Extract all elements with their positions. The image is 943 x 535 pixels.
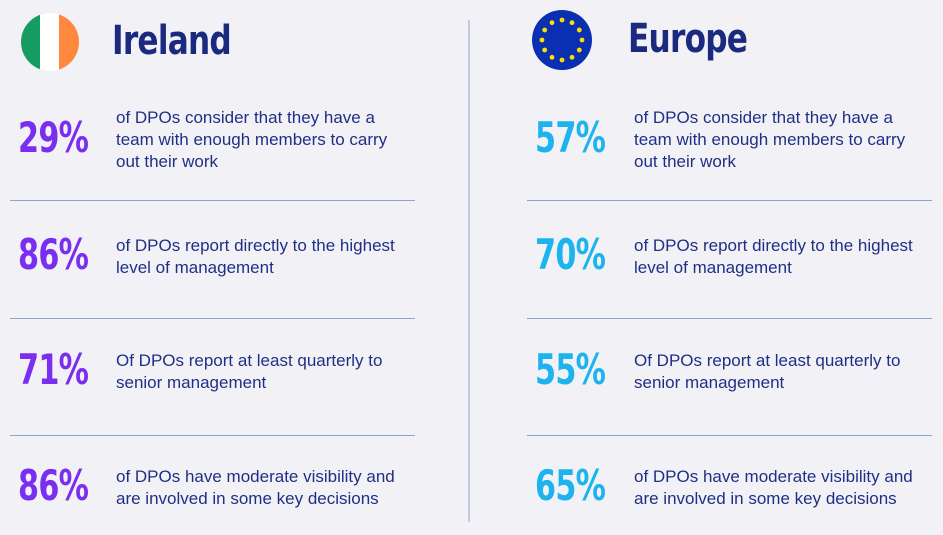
stat-text: Of DPOs report at least quarterly to sen… xyxy=(116,337,401,407)
ireland-flag xyxy=(21,13,79,71)
row-separator xyxy=(527,200,932,201)
stat-text-content: of DPOs report directly to the highest l… xyxy=(116,236,395,277)
stat-text-content: of DPOs consider that they have a team w… xyxy=(116,108,388,171)
stat-value: 29% xyxy=(18,113,89,162)
row-separator xyxy=(527,318,932,319)
stat-text-content: Of DPOs report at least quarterly to sen… xyxy=(634,351,901,392)
stat-value: 71% xyxy=(18,345,89,394)
stat-value: 86% xyxy=(18,230,89,279)
stat-text: Of DPOs report at least quarterly to sen… xyxy=(634,337,919,407)
eu-flag xyxy=(532,10,592,70)
stat-text: of DPOs have moderate visibility and are… xyxy=(634,453,919,523)
stat-text-content: Of DPOs report at least quarterly to sen… xyxy=(116,351,383,392)
row-separator xyxy=(10,318,415,319)
stat-text: of DPOs report directly to the highest l… xyxy=(634,222,919,292)
panel-title: Europe xyxy=(628,16,748,62)
stat-text-content: of DPOs report directly to the highest l… xyxy=(634,236,913,277)
stat-value: 55% xyxy=(535,345,606,394)
panel-title: Ireland xyxy=(112,18,232,64)
stat-value: 65% xyxy=(535,461,606,510)
stat-text: of DPOs have moderate visibility and are… xyxy=(116,453,401,523)
stat-value: 70% xyxy=(535,230,606,279)
stat-text: of DPOs consider that they have a team w… xyxy=(116,105,401,175)
stat-text: of DPOs report directly to the highest l… xyxy=(116,222,401,292)
row-separator xyxy=(10,435,415,436)
stat-value: 86% xyxy=(18,461,89,510)
stat-text-content: of DPOs consider that they have a team w… xyxy=(634,108,906,171)
stat-text-content: of DPOs have moderate visibility and are… xyxy=(116,467,395,508)
row-separator xyxy=(10,200,415,201)
stat-text: of DPOs consider that they have a team w… xyxy=(634,105,919,175)
stat-value: 57% xyxy=(535,113,606,162)
row-separator xyxy=(527,435,932,436)
stat-text-content: of DPOs have moderate visibility and are… xyxy=(634,467,913,508)
